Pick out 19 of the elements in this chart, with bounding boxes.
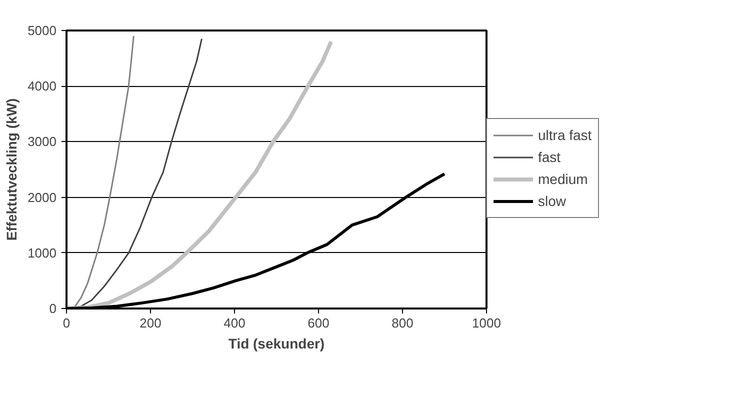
x-tick-label: 600 bbox=[308, 316, 330, 330]
y-tick-label: 0 bbox=[49, 301, 57, 316]
y-tick-label: 4000 bbox=[28, 78, 56, 94]
legend-label: medium bbox=[538, 171, 588, 187]
line-series bbox=[66, 40, 334, 308]
y-tick-label: 5000 bbox=[28, 23, 56, 38]
y-tick-label: 3000 bbox=[28, 134, 56, 150]
legend-label: ultra fast bbox=[538, 127, 592, 143]
legend-label: slow bbox=[538, 193, 566, 209]
legend-label: fast bbox=[538, 149, 561, 165]
y-tick-label: 1000 bbox=[28, 245, 56, 260]
y-axis-title: Effektutveckling (kW) bbox=[4, 98, 20, 241]
x-tick-label: 0 bbox=[62, 316, 70, 330]
y-tick-label: 2000 bbox=[28, 190, 56, 205]
x-tick-label: 200 bbox=[140, 316, 162, 330]
x-tick-label: 800 bbox=[392, 316, 414, 330]
x-axis-title: Tid (sekunder) bbox=[228, 336, 325, 352]
x-tick-label: 400 bbox=[224, 316, 246, 330]
x-tick-label: 1000 bbox=[472, 316, 501, 330]
